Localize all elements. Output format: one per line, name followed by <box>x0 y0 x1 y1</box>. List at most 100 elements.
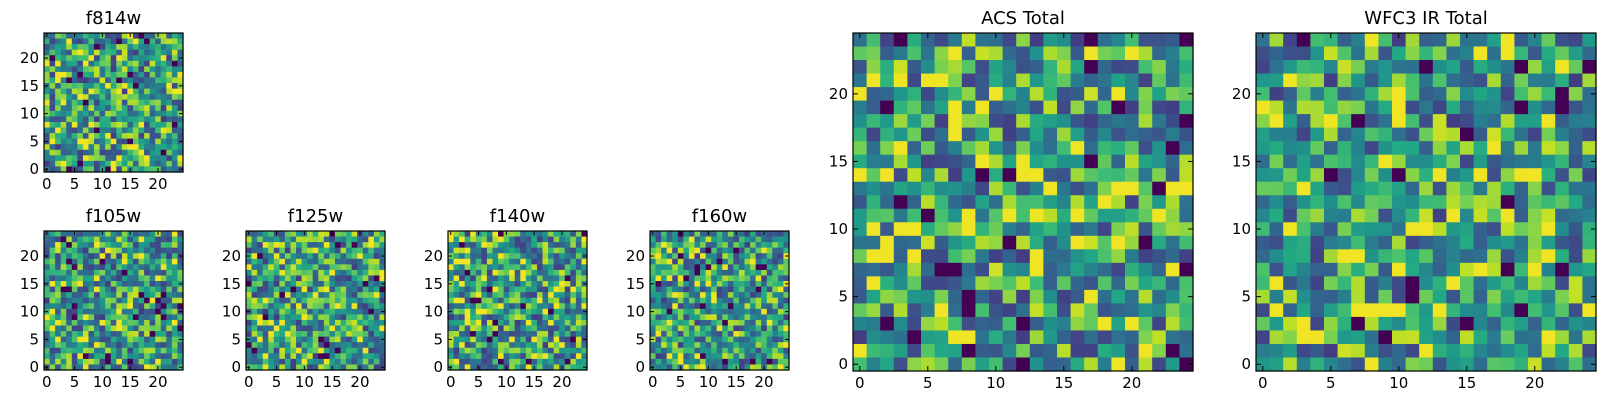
heatmap-cell <box>464 364 471 371</box>
heatmap-cell <box>351 297 358 304</box>
heatmap-cell <box>144 275 151 282</box>
heatmap-cell <box>246 297 253 304</box>
heatmap-cell <box>481 242 488 249</box>
heatmap-cell <box>279 342 286 349</box>
heatmap-cell <box>1152 357 1167 372</box>
heatmap-cell <box>1351 87 1366 102</box>
heatmap-cell <box>694 264 701 271</box>
heatmap-cell <box>1269 222 1284 237</box>
heatmap-cell <box>475 242 482 249</box>
heatmap-cell <box>1446 60 1461 75</box>
heatmap-cell <box>49 138 56 145</box>
heatmap-cell <box>777 269 785 277</box>
heatmap-cell <box>121 144 128 151</box>
y-tick-label: 0 <box>838 355 848 373</box>
heatmap-cell <box>661 242 668 249</box>
heatmap-cell <box>312 236 319 243</box>
heatmap-cell <box>373 297 381 304</box>
heatmap-cell <box>1351 289 1366 304</box>
heatmap-cell <box>362 231 369 238</box>
heatmap-cell <box>318 247 325 254</box>
heatmap-cell <box>71 253 78 260</box>
heatmap-cell <box>1269 276 1284 291</box>
heatmap-cell <box>144 121 151 129</box>
heatmap-cell <box>1269 343 1284 359</box>
heatmap-cell <box>127 297 134 304</box>
heatmap-cell <box>110 144 117 151</box>
heatmap-cell <box>71 325 78 332</box>
heatmap-cell <box>155 314 162 321</box>
heatmap-cell <box>453 358 460 366</box>
y-tick-label: 5 <box>635 330 645 348</box>
heatmap-cell <box>666 264 673 271</box>
heatmap-cell <box>66 342 73 349</box>
heatmap-cell <box>1283 100 1298 115</box>
heatmap-cell <box>290 269 297 277</box>
heatmap-cell <box>1555 100 1570 115</box>
heatmap-cell <box>1097 73 1112 88</box>
heatmap-cell <box>251 331 258 338</box>
heatmap-cell <box>379 231 386 238</box>
heatmap-cell <box>750 331 757 338</box>
heatmap-cell <box>177 236 184 243</box>
heatmap-cell <box>536 308 544 315</box>
heatmap-cell <box>1057 262 1072 277</box>
heatmap-cell <box>853 114 868 129</box>
heatmap-cell <box>921 235 936 250</box>
heatmap-cell <box>1152 343 1167 359</box>
y-tick-label: 10 <box>20 303 39 321</box>
heatmap-cell <box>346 253 353 260</box>
heatmap-cell <box>105 297 112 304</box>
heatmap-cell <box>1111 208 1126 223</box>
heatmap-cell <box>99 292 106 299</box>
heatmap-cell <box>105 286 112 293</box>
heatmap-cell <box>1555 235 1570 250</box>
heatmap-cell <box>166 55 173 62</box>
heatmap-cell <box>296 258 303 265</box>
heatmap-cell <box>379 247 386 254</box>
heatmap-cell <box>492 242 499 249</box>
heatmap-cell <box>160 303 167 310</box>
heatmap-cell <box>694 292 701 299</box>
heatmap-cell <box>246 292 253 299</box>
heatmap-cell <box>66 44 73 51</box>
heatmap-cell <box>464 247 471 254</box>
heatmap-cell <box>542 358 549 366</box>
heatmap-cell <box>1419 235 1434 250</box>
heatmap-cell <box>766 342 773 349</box>
heatmap-cell <box>542 242 549 249</box>
heatmap-cell <box>166 364 173 371</box>
heatmap-cell <box>548 275 555 282</box>
heatmap-cell <box>166 127 173 134</box>
heatmap-cell <box>1152 303 1167 318</box>
heatmap-cell <box>144 286 151 293</box>
heatmap-cell <box>503 358 510 366</box>
heatmap-cell <box>55 138 62 145</box>
heatmap-cell <box>296 364 303 371</box>
heatmap-cell <box>368 258 375 265</box>
heatmap-cell <box>548 308 555 315</box>
heatmap-cell <box>672 236 679 243</box>
heatmap-cell <box>666 364 673 371</box>
heatmap-cell <box>362 297 369 304</box>
heatmap-cell <box>149 314 156 321</box>
heatmap-cell <box>307 319 314 327</box>
heatmap-cell <box>733 358 740 366</box>
heatmap-cell <box>1111 127 1126 142</box>
heatmap-cell <box>722 353 729 360</box>
heatmap-cell <box>82 99 90 106</box>
heatmap-cell <box>1125 154 1140 169</box>
heatmap-cell <box>351 236 358 243</box>
heatmap-cell <box>1125 262 1140 277</box>
heatmap-cell <box>694 353 701 360</box>
heatmap-cell <box>509 353 516 360</box>
heatmap-cell <box>705 264 712 271</box>
heatmap-cell <box>127 286 134 293</box>
heatmap-cell <box>132 155 140 162</box>
heatmap-cell <box>312 314 319 321</box>
heatmap-cell <box>144 160 151 168</box>
heatmap-cell <box>711 269 718 277</box>
heatmap-cell <box>49 353 56 360</box>
heatmap-cell <box>1392 154 1407 169</box>
heatmap-cell <box>1016 154 1031 169</box>
